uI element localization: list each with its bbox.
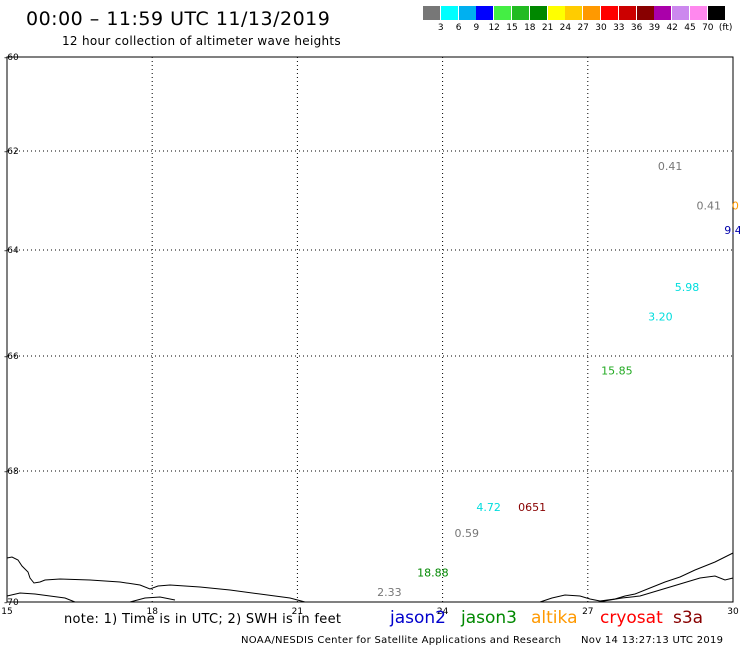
colorbar-label: 9: [473, 23, 480, 33]
colorbar-label: 27: [577, 23, 589, 33]
colorbar-swatch: [423, 6, 440, 20]
coastline-west-islands: [6, 592, 176, 603]
lon-tick-label: 15: [1, 607, 12, 617]
lat-tick-label: -66: [4, 352, 19, 362]
legend-jason2: jason2: [390, 608, 446, 628]
colorbar-swatch: [618, 6, 636, 20]
colorbar-label: 12: [488, 23, 500, 33]
wave-height-label: 0.59: [455, 527, 480, 540]
colorbar-swatch: [458, 6, 476, 20]
colorbar-label: 21: [541, 23, 554, 33]
colorbar-label: 15: [506, 23, 518, 33]
wave-height-label: 18.88: [417, 567, 449, 580]
lat-tick-label: -62: [4, 147, 19, 157]
colorbar-label: 70: [702, 23, 714, 33]
colorbar-swatch: [672, 6, 690, 20]
lat-tick-label: -68: [4, 467, 19, 477]
colorbar-swatch: [547, 6, 565, 20]
credit-footer: NOAA/NESDIS Center for Satellite Applica…: [241, 635, 562, 646]
legend-jason3: jason3: [461, 608, 517, 628]
wave-height-label: 4.72: [476, 501, 501, 514]
colorbar-label: 24: [559, 23, 572, 33]
colorbar-swatch: [636, 6, 654, 20]
colorbar-swatch: [707, 6, 725, 20]
wave-height-points: 0.41 0.41 0 9.4 5.98 3.20 15.85 4.72 0651 0.59 18.…: [377, 160, 740, 599]
colorbar-swatch: [654, 6, 672, 20]
colorbar-swatch: [494, 6, 512, 20]
units-note: note: 1) Time is in UTC; 2) SWH is in fe…: [64, 612, 342, 627]
lon-tick-label: 24: [437, 607, 449, 617]
chart-subtitle: 12 hour collection of altimeter wave hei…: [62, 34, 341, 48]
lat-tick-label: -70: [4, 598, 19, 608]
coastline-west: [6, 556, 306, 603]
wave-height-label: 0: [732, 199, 739, 212]
colorbar-label: (ft): [718, 23, 733, 33]
timestamp-footer: Nov 14 13:27:13 UTC 2019: [581, 635, 724, 646]
colorbar-swatch: [583, 6, 601, 20]
colorbar-label: 30: [595, 23, 607, 33]
legend-cryosat: cryosat: [600, 608, 663, 628]
coastline-east-inner: [597, 575, 734, 603]
coastline-east: [539, 552, 734, 603]
lat-tick-label: -64: [4, 246, 19, 256]
colorbar-swatch: [476, 6, 494, 20]
colorbar-label: 45: [684, 23, 696, 33]
wave-height-label: 2.33: [377, 586, 402, 599]
colorbar-label: 3: [437, 23, 444, 33]
wave-height-label: 0651: [518, 501, 546, 514]
colorbar-label: 18: [524, 23, 536, 33]
colorbar-swatch: [690, 6, 707, 20]
wave-height-label: 3.20: [648, 310, 673, 323]
colorbar-label: 33: [613, 23, 625, 33]
wave-height-label: 9.4: [724, 224, 740, 237]
legend-s3a: s3a: [673, 608, 704, 628]
lon-tick-label: 21: [292, 607, 303, 617]
lat-tick-label: -60: [4, 53, 19, 63]
legend-altika: altika: [531, 608, 578, 628]
wave-height-label: 0.41: [697, 199, 722, 212]
wave-height-label: 0.41: [658, 160, 683, 173]
coastline: [6, 552, 734, 603]
lon-tick-label: 30: [727, 607, 739, 617]
map-frame: [6, 56, 734, 603]
wave-height-label: 5.98: [675, 281, 700, 294]
colorbar-swatch: [529, 6, 547, 20]
colorbar-swatch: [601, 6, 618, 20]
lon-tick-label: 18: [146, 607, 158, 617]
colorbar-label: 36: [630, 23, 643, 33]
colorbar-swatch: [512, 6, 529, 20]
wave-height-label: 15.85: [601, 364, 633, 377]
colorbar-swatch: [440, 6, 458, 20]
colorbar-label: 6: [455, 23, 462, 33]
map-grid: [7, 57, 733, 602]
lon-tick-label: 27: [582, 607, 593, 617]
colorbar-label: 39: [648, 23, 661, 33]
colorbar-label: 42: [666, 23, 678, 33]
colorbar-swatch: [565, 6, 583, 20]
chart-title: 00:00 – 11:59 UTC 11/13/2019: [26, 8, 331, 30]
